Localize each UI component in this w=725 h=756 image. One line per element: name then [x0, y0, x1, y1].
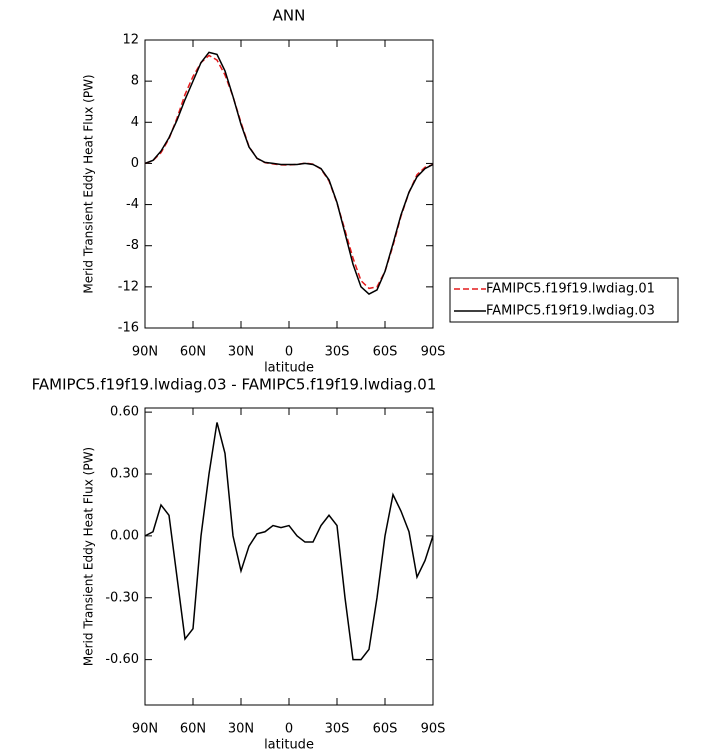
x-tick-label: 90N [132, 722, 158, 737]
legend-label: FAMIPC5.f19f19.lwdiag.01 [486, 282, 655, 297]
y-tick-label: 12 [122, 33, 139, 48]
y-tick-label: 0.00 [110, 528, 139, 543]
x-tick-label: 90N [132, 345, 158, 360]
y-tick-label: 8 [131, 74, 139, 89]
y-tick-label: 4 [131, 115, 139, 130]
data-line [144, 422, 434, 661]
x-tick-label: 60S [373, 345, 398, 360]
x-tick-label: 0 [285, 722, 293, 737]
y-tick-label: -0.60 [105, 652, 139, 667]
x-tick-label: 60S [373, 722, 398, 737]
legend-box [449, 277, 679, 323]
y-tick-label: -12 [118, 279, 139, 294]
data-line [144, 51, 434, 295]
y-tick-label: 0 [131, 156, 139, 171]
x-tick-label: 60N [180, 345, 206, 360]
chart-title: ANN [273, 7, 306, 25]
x-axis-label: latitude [264, 738, 314, 753]
chart-title: FAMIPC5.f19f19.lwdiag.03 - FAMIPC5.f19f1… [32, 376, 437, 394]
x-tick-label: 0 [285, 345, 293, 360]
x-tick-label: 30S [325, 722, 350, 737]
x-tick-label: 90S [421, 722, 446, 737]
y-tick-label: -4 [126, 197, 139, 212]
y-tick-label: -8 [126, 238, 139, 253]
x-axis-label: latitude [264, 361, 314, 376]
y-tick-label: -0.30 [105, 590, 139, 605]
x-tick-label: 30S [325, 345, 350, 360]
x-tick-label: 30N [228, 722, 254, 737]
data-line [144, 54, 434, 290]
x-tick-label: 60N [180, 722, 206, 737]
y-tick-label: 0.30 [110, 467, 139, 482]
legend-label: FAMIPC5.f19f19.lwdiag.03 [486, 304, 655, 319]
x-tick-label: 30N [228, 345, 254, 360]
y-tick-label: 0.60 [110, 405, 139, 420]
y-axis-label: Merid Transient Eddy Heat Flux (PW) [82, 74, 96, 293]
plot-frame [144, 407, 434, 706]
x-tick-label: 90S [421, 345, 446, 360]
y-axis-label: Merid Transient Eddy Heat Flux (PW) [82, 447, 96, 666]
plot-frame [144, 39, 434, 329]
y-tick-label: -16 [118, 321, 139, 336]
